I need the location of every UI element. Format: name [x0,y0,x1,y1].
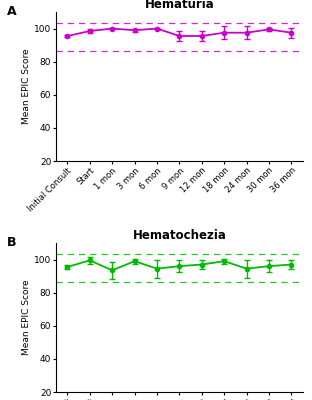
Text: B: B [7,236,16,248]
Y-axis label: Mean EPIC Score: Mean EPIC Score [22,49,31,124]
Text: A: A [7,4,17,18]
Title: Hematochezia: Hematochezia [133,229,226,242]
Y-axis label: Mean EPIC Score: Mean EPIC Score [22,280,31,355]
Title: Hematuria: Hematuria [144,0,214,11]
